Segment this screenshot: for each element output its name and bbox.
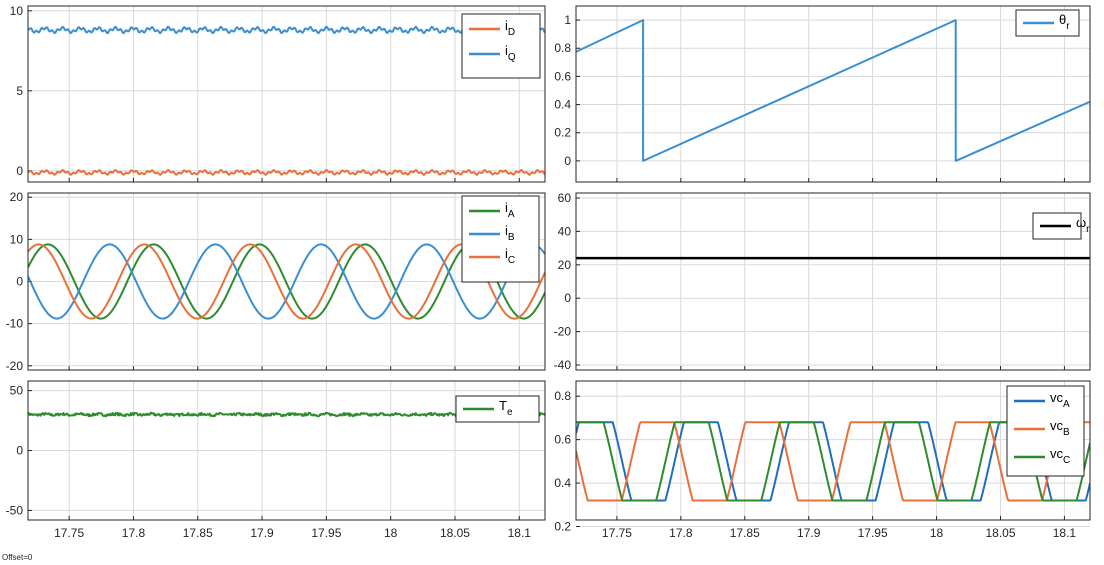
legend-box (462, 14, 540, 78)
y-tick-label: 60 (558, 191, 572, 205)
x-tick-label: 17.75 (54, 526, 84, 540)
y-tick-label: 0.2 (554, 520, 571, 534)
y-tick-label: 5 (16, 84, 23, 98)
x-tick-label: 17.85 (183, 526, 213, 540)
y-tick-label: 0.8 (554, 389, 571, 403)
offset-label: Offset=0 (2, 553, 33, 562)
x-tick-label: 17.95 (311, 526, 341, 540)
y-tick-label: 0.4 (554, 476, 571, 490)
y-tick-label: 40 (558, 224, 572, 238)
y-tick-label: -50 (6, 503, 24, 517)
x-tick-label: 17.75 (602, 526, 632, 540)
y-tick-label: 10 (10, 4, 24, 18)
x-tick-label: 17.9 (250, 526, 274, 540)
legend-box (462, 196, 539, 282)
y-tick-label: 0 (564, 154, 571, 168)
y-tick-label: 0.2 (554, 126, 571, 140)
y-tick-label: 1 (564, 13, 571, 27)
y-tick-label: 50 (10, 384, 24, 398)
y-tick-label: 0.4 (554, 98, 571, 112)
x-tick-label: 18.05 (985, 526, 1015, 540)
x-tick-label: 18.1 (508, 526, 532, 540)
y-tick-label: 10 (10, 232, 24, 246)
y-tick-label: -20 (6, 359, 24, 373)
y-tick-label: 0.6 (554, 433, 571, 447)
y-tick-label: 20 (558, 258, 572, 272)
x-tick-label: 18 (930, 526, 944, 540)
panel-bottom-right: 0.2 0.4 0.6 0.8 17.75 17.8 17.85 17.9 17.95 18 18.… (554, 381, 1090, 540)
panel-top-right: 0 0.2 0.4 0.6 0.8 1 θr (554, 6, 1090, 182)
x-tick-label: 17.95 (858, 526, 888, 540)
legend: θr (1016, 10, 1079, 36)
y-tick-label: 0 (16, 444, 23, 458)
axes-frame (576, 193, 1090, 370)
x-tick-label: 17.9 (797, 526, 821, 540)
x-tick-label: 18 (384, 526, 398, 540)
y-tick-label: 0 (16, 164, 23, 178)
y-tick-label: 0 (16, 275, 23, 289)
y-tick-label: 0.8 (554, 41, 571, 55)
x-tick-label: 17.8 (122, 526, 146, 540)
y-tick-label: 20 (10, 190, 24, 204)
x-tick-label: 17.85 (730, 526, 760, 540)
y-tick-label: -10 (6, 317, 24, 331)
legend: Te (456, 396, 539, 422)
x-tick-label: 18.1 (1053, 526, 1077, 540)
y-tick-label: -40 (554, 358, 572, 372)
y-tick-label: 0 (564, 291, 571, 305)
panel-bottom-left: -50 0 50 17.75 17.8 17.85 17.9 17.95 18 18.05 18.1… (6, 381, 545, 540)
x-tick-label: 18.05 (440, 526, 470, 540)
legend-box (1007, 386, 1084, 476)
y-tick-label: -20 (554, 325, 572, 339)
y-tick-label: 0.6 (554, 69, 571, 83)
x-tick-label: 17.8 (669, 526, 693, 540)
